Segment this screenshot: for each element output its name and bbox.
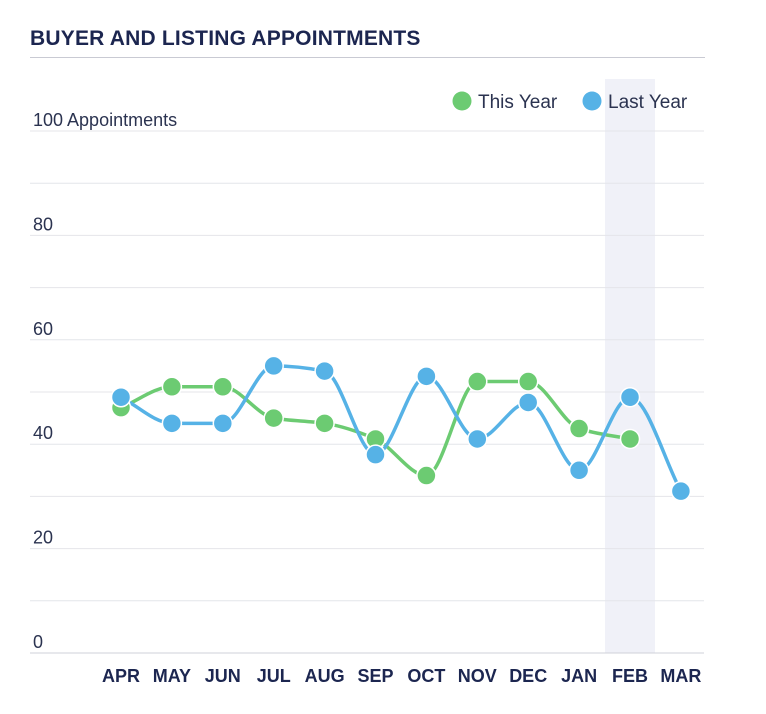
- legend-label-this-year: This Year: [478, 92, 558, 113]
- y-tick-label: 0: [33, 632, 43, 652]
- x-tick-label: JAN: [561, 666, 597, 686]
- x-tick-label: FEB: [612, 666, 648, 686]
- last-year-point: [263, 355, 284, 377]
- this-year-point: [467, 371, 488, 392]
- last-year-point: [110, 386, 132, 408]
- x-tick-label: MAR: [660, 666, 701, 686]
- last-year-point: [568, 460, 590, 481]
- x-tick-label: DEC: [509, 666, 547, 686]
- last-year-point: [416, 366, 437, 387]
- last-year-point: [161, 413, 183, 434]
- last-year-point: [467, 428, 488, 450]
- legend-marker-last-year: [582, 91, 602, 111]
- y-tick-label: 100 Appointments: [33, 110, 177, 130]
- last-year-line: [119, 364, 683, 493]
- last-year-point: [670, 480, 692, 502]
- last-year-point: [314, 360, 335, 382]
- this-year-point: [161, 376, 183, 398]
- y-tick-label: 40: [33, 423, 53, 443]
- x-tick-label: JUN: [205, 666, 241, 686]
- x-tick-label: MAY: [153, 666, 191, 686]
- legend-marker-this-year: [452, 91, 472, 111]
- this-year-point: [619, 428, 641, 450]
- x-tick-label: JUL: [257, 666, 291, 686]
- last-year-point: [212, 413, 234, 434]
- x-tick-label: SEP: [357, 666, 393, 686]
- y-tick-label: 20: [33, 528, 53, 548]
- chart-title: BUYER AND LISTING APPOINTMENTS: [30, 27, 421, 50]
- last-year-point: [517, 392, 539, 413]
- x-tick-label: OCT: [407, 666, 445, 686]
- this-year-point: [212, 376, 234, 398]
- this-year-point: [517, 371, 539, 392]
- last-year-point: [619, 386, 641, 408]
- y-tick-label: 80: [33, 214, 53, 234]
- this-year-point: [263, 407, 284, 429]
- x-tick-label: AUG: [305, 666, 345, 686]
- last-year-point: [365, 444, 386, 465]
- highlight-column: [605, 79, 655, 653]
- title-divider: [30, 57, 705, 58]
- this-year-point: [568, 418, 590, 439]
- x-tick-label: NOV: [458, 666, 497, 686]
- this-year-point: [314, 413, 335, 434]
- y-tick-label: 60: [33, 319, 53, 339]
- legend-label-last-year: Last Year: [608, 92, 688, 113]
- x-tick-label: APR: [102, 666, 140, 686]
- this-year-point: [416, 465, 437, 486]
